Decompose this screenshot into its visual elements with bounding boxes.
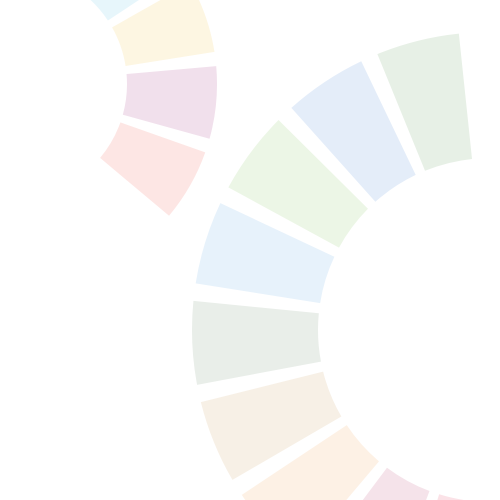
large-ring-segment [228,120,368,248]
large-ring-segment [377,33,473,171]
small-ring-segment [122,66,217,139]
large-ring-segment [200,371,342,480]
large-ring-segment [241,425,379,500]
small-ring-segment [112,0,215,67]
large-ring-segment [362,467,430,500]
large-ring [191,33,473,500]
small-ring-segment [90,0,139,21]
large-ring-segment [291,61,416,202]
small-ring [90,0,217,216]
large-ring-segment [437,494,465,500]
large-ring-segment [191,300,321,385]
large-ring-segment [195,203,335,304]
small-ring-segment [100,122,206,216]
